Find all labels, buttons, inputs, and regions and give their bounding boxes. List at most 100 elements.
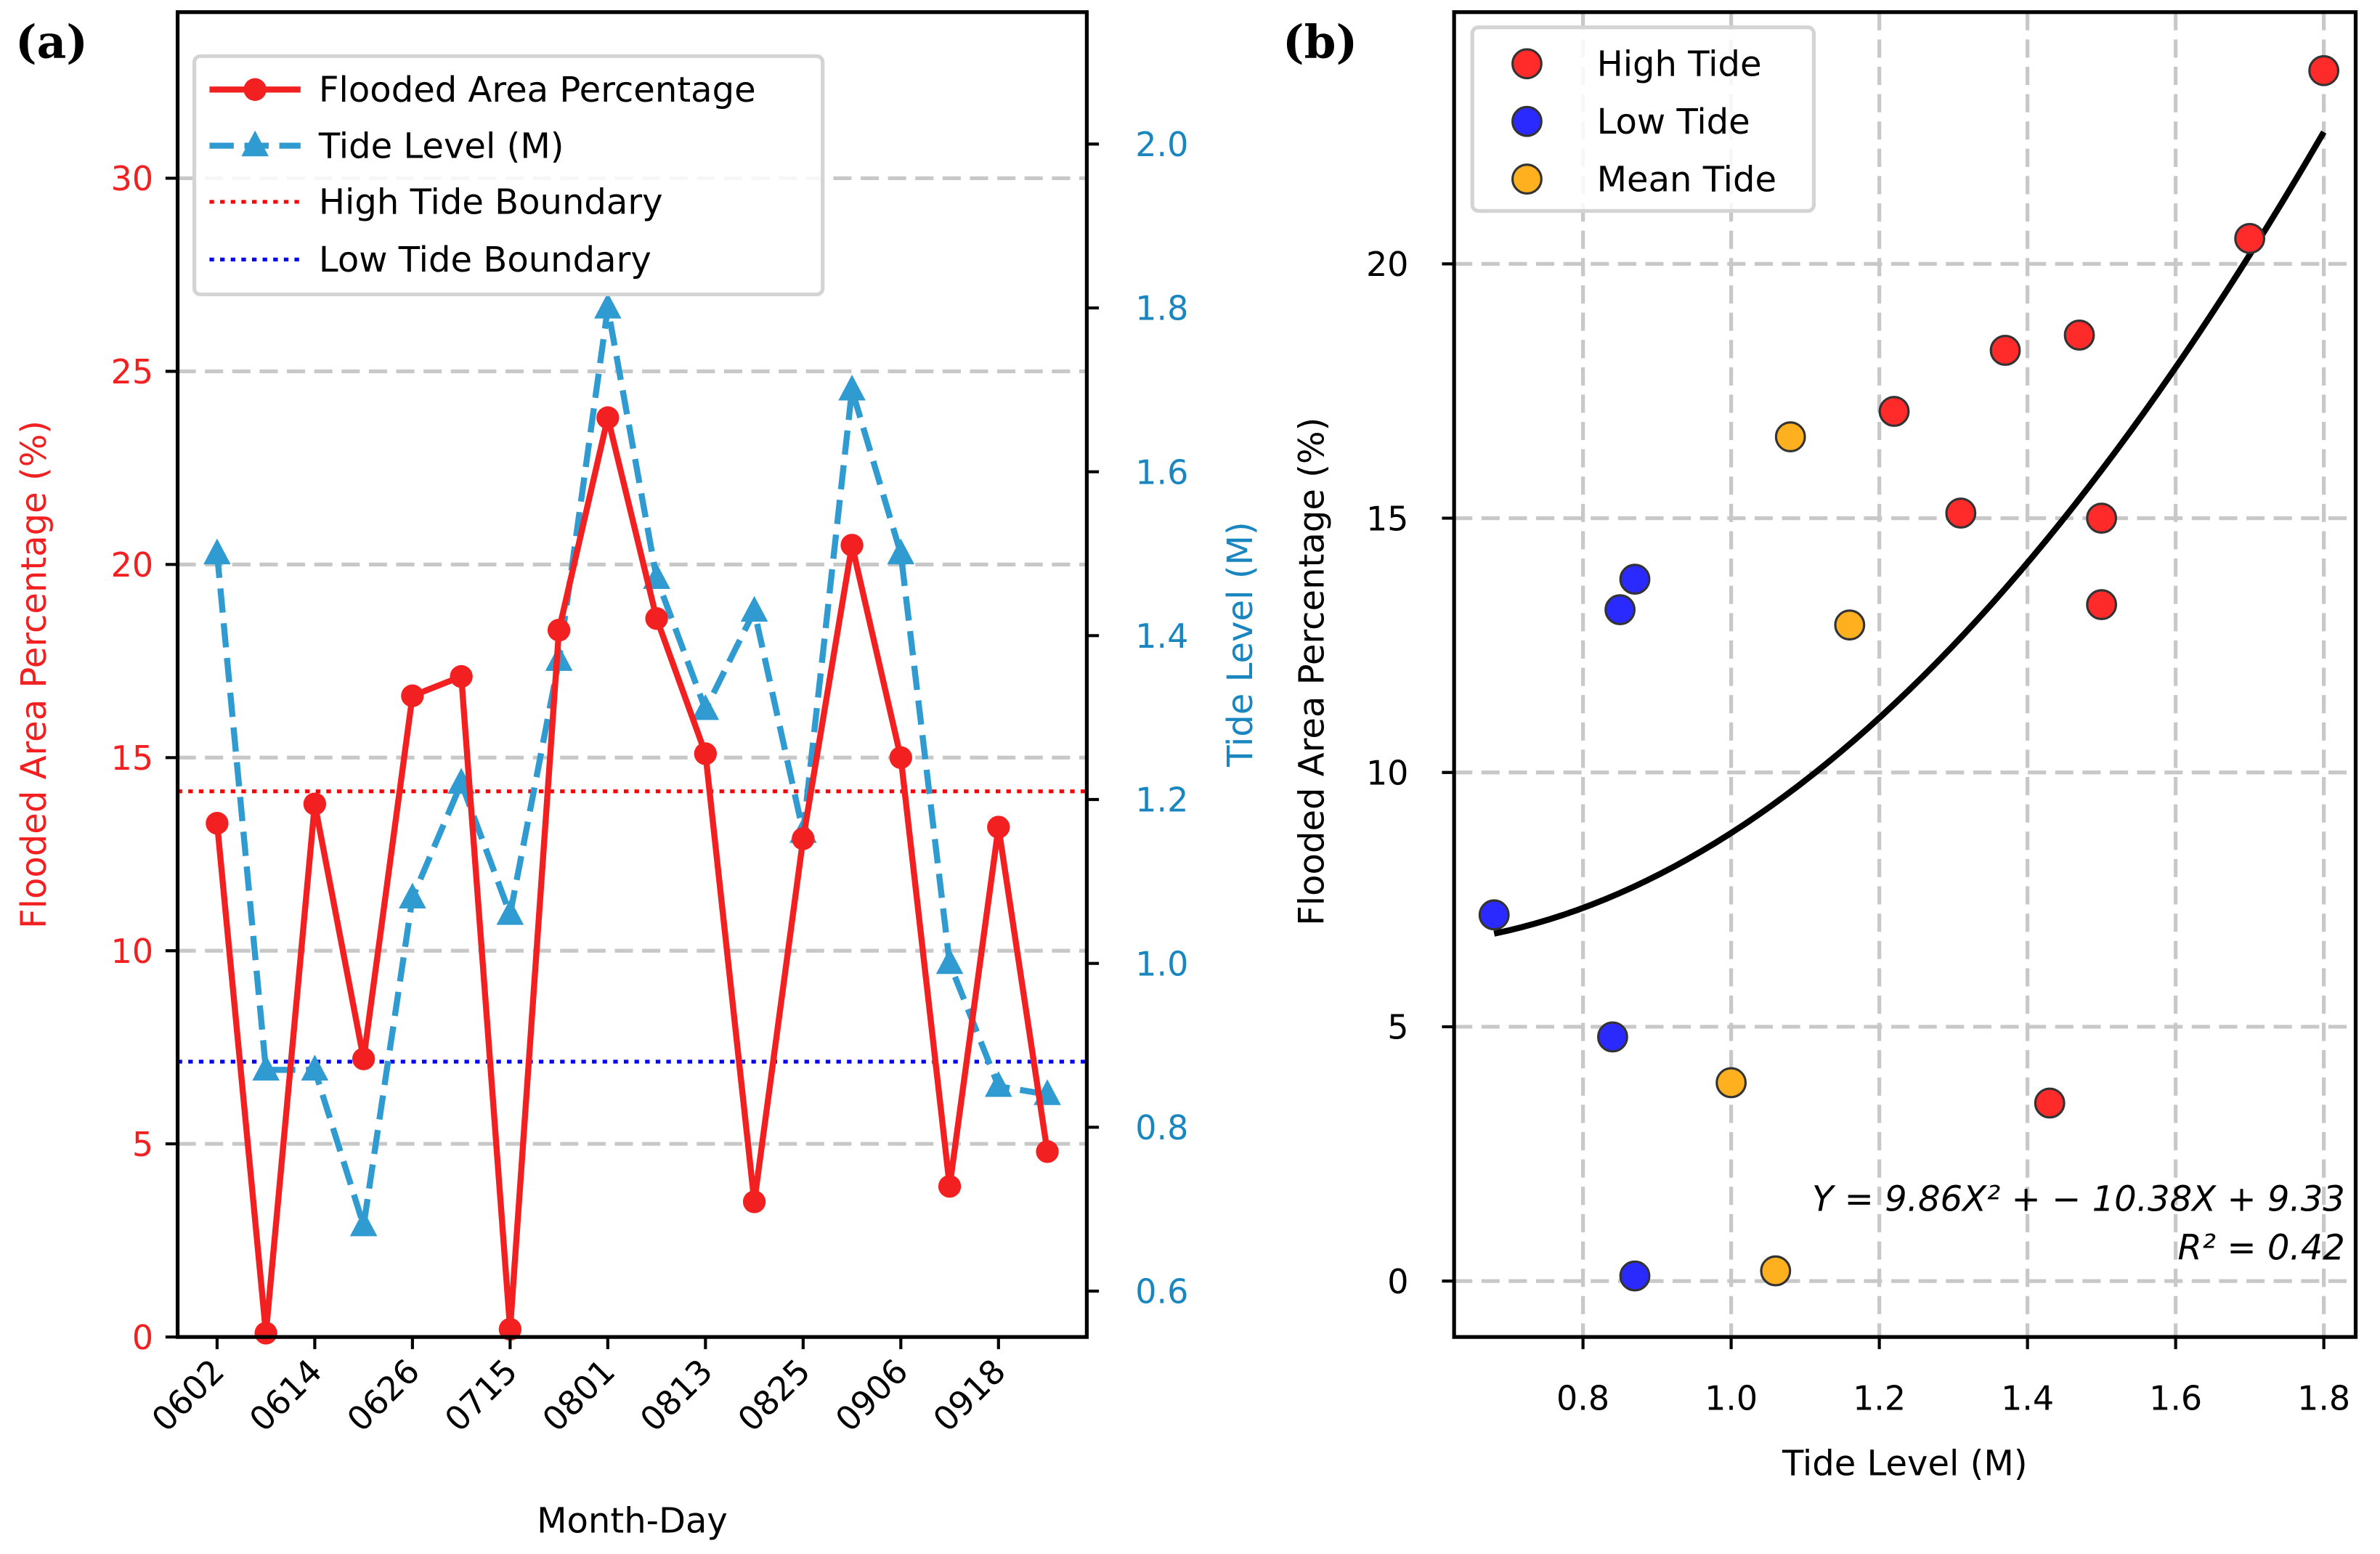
y-tick-label: 20 xyxy=(1366,245,1409,284)
panel-a-label: (a) xyxy=(15,15,88,68)
x-tick-label: 1.2 xyxy=(1853,1378,1906,1417)
low-tide-point xyxy=(1596,1021,1628,1053)
mean-tide-point xyxy=(1760,1255,1792,1287)
x-tick-label: 1.8 xyxy=(2297,1378,2350,1417)
y-tick-label: 25 xyxy=(111,352,154,391)
plot-frame xyxy=(1452,10,2358,1339)
x-tick-label: 0715 xyxy=(437,1351,525,1439)
legend-label: High Tide Boundary xyxy=(319,182,663,223)
flooded-area-marker xyxy=(547,619,571,642)
tide-level-marker xyxy=(496,899,524,925)
plot-frame xyxy=(175,10,1089,1339)
x-tick-label: 0918 xyxy=(925,1351,1013,1439)
flooded-area-marker xyxy=(1036,1140,1059,1163)
legend-marker xyxy=(1511,163,1543,195)
tide-level-marker xyxy=(935,948,964,975)
legend-marker xyxy=(1511,105,1543,137)
y-tick-label: 20 xyxy=(111,545,154,585)
mean-tide-point xyxy=(1774,421,1806,452)
legend: High Tide Low Tide Mean Tide xyxy=(1470,25,1816,213)
y-tick-label: 30 xyxy=(111,159,154,198)
tide-level-marker xyxy=(349,1210,378,1237)
y-tick-label: 0 xyxy=(132,1318,153,1357)
high-tide-point xyxy=(1989,335,2021,366)
legend: Flooded Area Percentage Tide Level (M) Hig… xyxy=(192,54,825,297)
flooded-area-line xyxy=(214,417,1051,1334)
fit-equation: Y = 9.86X² + − 10.38X + 9.33 xyxy=(1812,1179,2345,1220)
y2-tick-label: 2.0 xyxy=(1135,125,1188,164)
fit-curve xyxy=(1493,130,2327,937)
tide-level-marker xyxy=(594,293,622,319)
y-tick-label: 15 xyxy=(1366,499,1409,538)
y-tick-label: 5 xyxy=(1387,1008,1408,1047)
tide-level-marker xyxy=(399,882,426,909)
legend-marker xyxy=(1511,48,1543,80)
x-tick-label: 0825 xyxy=(730,1351,818,1439)
x-tick-label: 1.0 xyxy=(1705,1378,1758,1417)
x-tick-label: 1.6 xyxy=(2149,1378,2202,1417)
flooded-area-marker xyxy=(938,1175,962,1198)
y2-tick-label: 0.8 xyxy=(1135,1108,1188,1147)
flooded-area-marker xyxy=(987,815,1010,839)
panel-a: (a) 0 5 10 15 20 25 30 0.6 0.8 1.0 1.2 1.4 1.6 1.8 2.0… xyxy=(14,10,1261,1542)
legend-label: Tide Level (M) xyxy=(318,126,564,166)
y-tick-label: 15 xyxy=(111,739,154,778)
y2-axis-label: Tide Level (M) xyxy=(1220,521,1261,768)
legend-box xyxy=(192,54,825,297)
low-tide-point xyxy=(1619,1260,1651,1292)
flooded-area-marker xyxy=(889,746,912,769)
tide-level-line xyxy=(214,307,1048,1226)
low-tide-point xyxy=(1619,564,1651,595)
tide-level-marker xyxy=(691,693,720,720)
tide-level-marker xyxy=(203,538,231,565)
legend-tide-marker xyxy=(241,130,269,157)
high-tide-point xyxy=(1878,396,1910,427)
y2-tick-label: 1.2 xyxy=(1135,781,1188,820)
high-tide-point xyxy=(2086,503,2118,534)
y2-tick-label: 1.4 xyxy=(1135,617,1188,656)
y2-tick-label: 1.0 xyxy=(1135,944,1188,983)
y-tick-label: 10 xyxy=(1366,753,1409,792)
flooded-area-marker xyxy=(645,607,668,630)
legend-flood-marker xyxy=(243,78,267,101)
legend-label: Mean Tide xyxy=(1597,159,1776,200)
tide-level-marker xyxy=(985,1070,1012,1097)
legend-label: Low Tide xyxy=(1597,102,1750,142)
y-axis-label: Flooded Area Percentage (%) xyxy=(14,420,54,929)
low-tide-point xyxy=(1478,899,1510,931)
x-axis-label: Month-Day xyxy=(537,1501,728,1542)
flooded-area-marker xyxy=(254,1322,277,1345)
y2-tick-label: 1.6 xyxy=(1135,452,1188,492)
r-squared: R² = 0.42 xyxy=(2177,1228,2344,1269)
flooded-area-marker xyxy=(840,534,864,557)
x-axis-label: Tide Level (M) xyxy=(1782,1443,2028,1484)
x-tick-label: 0602 xyxy=(144,1351,232,1439)
y-axis-label: Flooded Area Percentage (%) xyxy=(1291,418,1332,926)
legend-label: High Tide xyxy=(1597,44,1762,84)
flooded-area-marker xyxy=(498,1317,522,1341)
panel-b-label: (b) xyxy=(1283,15,1357,68)
mean-tide-point xyxy=(1715,1067,1747,1099)
flooded-area-marker xyxy=(206,812,229,835)
legend-label: Low Tide Boundary xyxy=(319,240,651,280)
flooded-area-marker xyxy=(352,1047,375,1070)
y-tick-label: 10 xyxy=(111,932,154,971)
tide-level-marker xyxy=(301,1054,329,1081)
flooded-area-marker xyxy=(694,742,718,765)
high-tide-point xyxy=(1945,497,1977,529)
tide-level-marker xyxy=(838,374,866,401)
high-tide-point xyxy=(2234,222,2266,254)
y-tick-label: 0 xyxy=(1387,1262,1408,1301)
tide-level-marker xyxy=(740,595,768,622)
legend-box xyxy=(1470,25,1816,213)
flooded-area-marker xyxy=(596,406,620,429)
flooded-area-marker xyxy=(450,664,473,688)
flooded-area-marker xyxy=(742,1190,766,1213)
y2-tick-label: 1.8 xyxy=(1135,289,1188,328)
x-tick-label: 0.8 xyxy=(1556,1378,1609,1417)
x-tick-label: 0801 xyxy=(535,1351,622,1439)
x-tick-label: 0906 xyxy=(828,1351,916,1439)
x-tick-label: 0626 xyxy=(339,1351,427,1439)
flooded-area-marker xyxy=(303,792,327,815)
